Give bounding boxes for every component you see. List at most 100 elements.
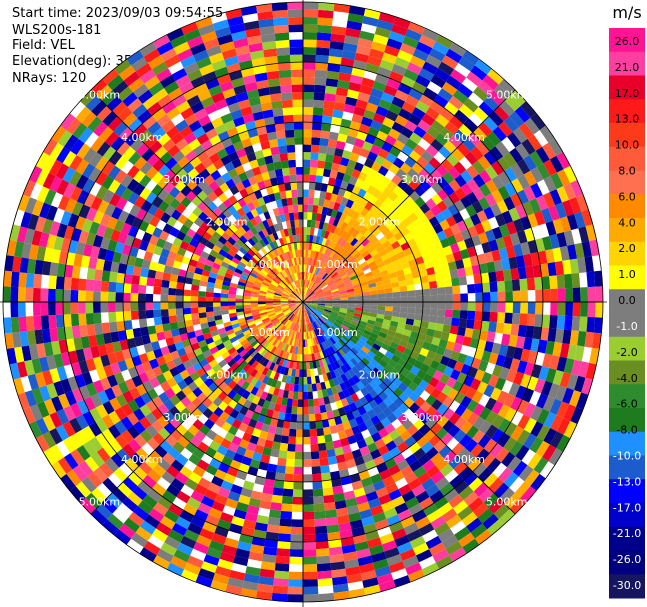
range-gate [241, 432, 252, 443]
colorbar-tick-label: 4.0 [618, 216, 636, 229]
colorbar-tick-label: -13.0 [613, 475, 641, 488]
range-gate [411, 484, 426, 497]
range-gate [472, 187, 485, 201]
range-gate [303, 579, 318, 587]
range-gate [180, 535, 197, 549]
range-gate [358, 235, 367, 244]
range-gate [183, 529, 200, 542]
range-gate [415, 295, 423, 302]
range-gate [348, 5, 366, 16]
range-gate [303, 564, 318, 572]
range-gate [409, 55, 426, 69]
range-gate [435, 380, 446, 392]
range-gate [276, 332, 283, 340]
range-gate [388, 325, 398, 333]
range-gate [470, 146, 484, 161]
range-gate [356, 352, 365, 361]
range-gate [179, 465, 193, 479]
range-gate [595, 286, 603, 302]
range-gate [331, 568, 347, 578]
range-gate [388, 163, 400, 175]
range-gate [330, 271, 338, 279]
range-gate [275, 380, 282, 389]
colorbar-tick-label: -17.0 [613, 501, 641, 514]
range-gate [138, 302, 146, 311]
range-gate [293, 353, 298, 362]
range-gate [472, 462, 487, 478]
range-gate [541, 380, 553, 397]
range-gate [364, 220, 374, 230]
range-gate [299, 316, 302, 325]
range-gate [307, 289, 313, 297]
range-gate [556, 232, 568, 248]
range-gate [353, 265, 362, 272]
range-gate [333, 368, 341, 378]
range-gate [419, 247, 430, 257]
range-gate [343, 362, 352, 372]
range-gate [329, 470, 341, 480]
range-gate [375, 244, 385, 253]
range-gate [190, 290, 199, 297]
range-gate [209, 457, 222, 470]
range-gate [303, 414, 310, 422]
range-gate [289, 39, 303, 48]
range-gate [276, 323, 283, 330]
range-gate [487, 374, 500, 388]
range-gate [303, 429, 311, 437]
range-gate [442, 407, 455, 420]
range-gate [409, 132, 423, 145]
range-gate [304, 257, 308, 265]
range-gate [323, 396, 331, 405]
range-gate [581, 377, 593, 395]
range-gate [175, 516, 191, 530]
range-gate [235, 548, 250, 559]
range-gate [393, 196, 404, 207]
range-gate [320, 283, 328, 289]
range-gate [462, 257, 472, 268]
range-gate [504, 182, 517, 197]
range-gate [270, 448, 280, 458]
range-ring-label: 4.00km [121, 131, 163, 144]
range-gate [435, 164, 448, 177]
range-gate [372, 33, 389, 46]
range-gate [353, 106, 366, 117]
range-gate [535, 146, 550, 164]
range-gate [231, 435, 242, 446]
range-gate [297, 204, 303, 213]
range-gate [326, 319, 334, 326]
range-gate [262, 375, 270, 385]
range-gate [460, 395, 472, 409]
range-gate [161, 279, 170, 288]
range-gate [353, 251, 362, 260]
range-gate [285, 137, 295, 146]
range-gate [323, 199, 331, 208]
range-gate [314, 77, 327, 86]
range-gate [166, 484, 181, 497]
range-gate [287, 152, 296, 161]
range-gate [254, 421, 264, 431]
range-gate [368, 48, 385, 60]
range-gate [434, 68, 451, 82]
range-gate [321, 349, 328, 359]
range-gate [360, 164, 372, 176]
range-gate [311, 383, 318, 392]
range-gate [520, 486, 537, 503]
range-gate [237, 396, 247, 406]
colorbar-tick-label: 2.0 [618, 242, 636, 255]
range-gate [354, 292, 363, 297]
range-gate [502, 356, 514, 370]
range-gate [408, 503, 423, 516]
range-gate [345, 199, 355, 209]
range-gate [296, 182, 303, 190]
instrument-name: WLS200s-181 [12, 23, 102, 38]
range-gate [372, 252, 381, 261]
range-gate [153, 316, 163, 326]
range-gate [327, 456, 338, 465]
range-gate [321, 285, 329, 291]
colorbar-tick-label: -8.0 [616, 424, 637, 437]
range-gate [308, 273, 313, 281]
range-gate [303, 294, 307, 302]
range-gate [267, 78, 281, 88]
range-gate [355, 99, 368, 110]
range-gate [362, 15, 379, 27]
